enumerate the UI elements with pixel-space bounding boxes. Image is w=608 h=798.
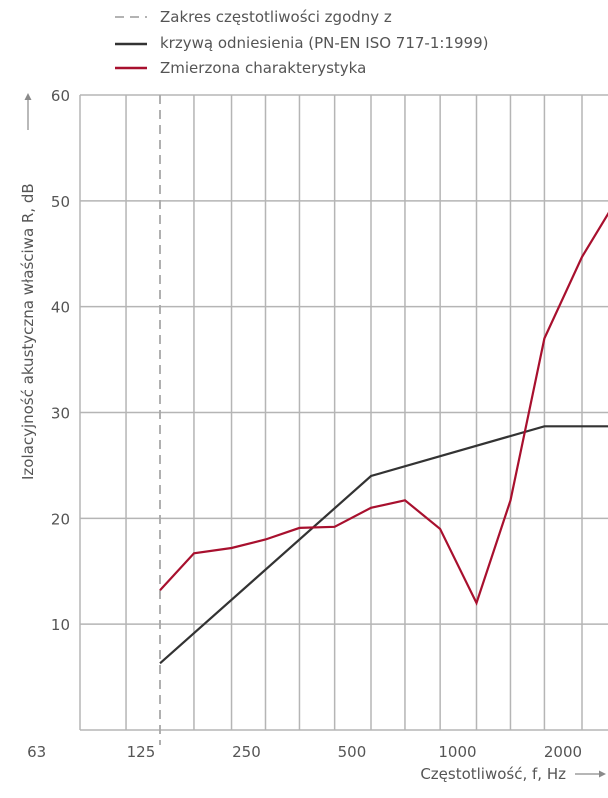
- x-tick-label: 1000: [438, 743, 476, 761]
- y-tick-label: 60: [51, 87, 70, 105]
- legend-label-range: Zakres częstotliwości zgodny z: [160, 8, 392, 26]
- y-axis-title: Izolacyjność akustyczna właściwa R, dB: [19, 183, 37, 480]
- grid: [79, 94, 608, 731]
- y-tick-label: 20: [51, 510, 70, 528]
- series-lines: [159, 211, 608, 665]
- y-tick-label: 40: [51, 299, 70, 317]
- y-tick-labels: 10 20 30 40 50 60: [51, 87, 70, 634]
- x-tick-labels: 63125250500100020004000: [27, 743, 582, 761]
- y-axis-arrow: [24, 93, 32, 130]
- reference-curve-line: [159, 425, 608, 665]
- x-tick-label: 500: [338, 743, 367, 761]
- x-axis-title: Częstotliwość, f, Hz: [420, 765, 566, 783]
- x-tick-label: 250: [232, 743, 261, 761]
- range-markers: [159, 95, 161, 745]
- y-tick-label: 10: [51, 616, 70, 634]
- legend-label-measured: Zmierzona charakterystyka: [160, 59, 366, 77]
- x-tick-label: 63: [27, 743, 46, 761]
- legend: Zakres częstotliwości zgodny z krzywą od…: [115, 8, 488, 77]
- x-axis-arrow: [575, 770, 606, 778]
- x-tick-label: 2000: [544, 743, 582, 761]
- y-tick-label: 50: [51, 193, 70, 211]
- y-tick-label: 30: [51, 405, 70, 423]
- measured-curve-line: [159, 211, 608, 606]
- legend-label-reference: krzywą odniesienia (PN-EN ISO 717-1:1999…: [160, 34, 488, 52]
- x-tick-label: 125: [127, 743, 156, 761]
